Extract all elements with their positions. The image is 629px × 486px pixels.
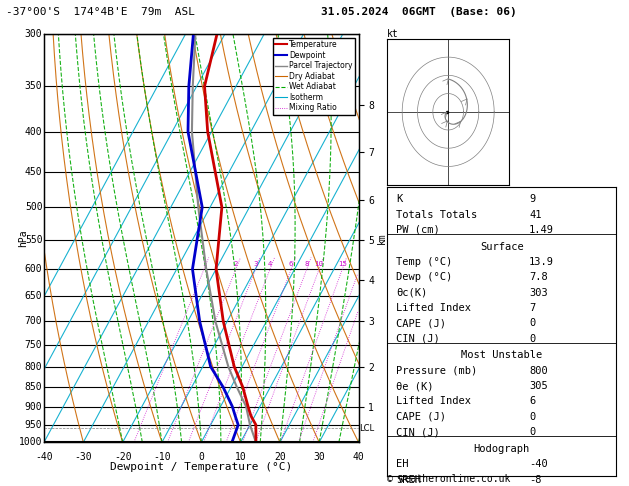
Text: -30: -30	[74, 452, 92, 463]
Text: Lifted Index: Lifted Index	[396, 397, 471, 406]
Text: 31.05.2024  06GMT  (Base: 06): 31.05.2024 06GMT (Base: 06)	[321, 7, 516, 17]
Text: hPa: hPa	[19, 229, 28, 247]
Text: Temp (°C): Temp (°C)	[396, 257, 452, 267]
Text: 6: 6	[529, 397, 535, 406]
Text: 303: 303	[529, 288, 548, 298]
Text: SREH: SREH	[396, 474, 421, 485]
Text: 6: 6	[289, 261, 294, 267]
Text: 4: 4	[268, 261, 272, 267]
Text: 950: 950	[25, 420, 43, 430]
Text: 2: 2	[234, 261, 238, 267]
Text: 9: 9	[529, 194, 535, 204]
Text: 800: 800	[25, 362, 43, 372]
Text: 400: 400	[25, 126, 43, 137]
Text: -40: -40	[35, 452, 53, 463]
Text: 750: 750	[25, 340, 43, 350]
Text: 900: 900	[25, 401, 43, 412]
Text: 650: 650	[25, 291, 43, 301]
Text: Most Unstable: Most Unstable	[461, 350, 542, 361]
Text: 0: 0	[529, 412, 535, 422]
Text: 550: 550	[25, 235, 43, 244]
Text: CIN (J): CIN (J)	[396, 334, 440, 344]
Text: 1: 1	[202, 261, 206, 267]
Text: 10: 10	[235, 452, 247, 463]
Text: 600: 600	[25, 264, 43, 274]
Text: 850: 850	[25, 382, 43, 392]
Text: 13.9: 13.9	[529, 257, 554, 267]
Text: 305: 305	[529, 381, 548, 391]
Text: Dewp (°C): Dewp (°C)	[396, 273, 452, 282]
Text: Surface: Surface	[480, 242, 523, 252]
Text: 20: 20	[274, 452, 286, 463]
Text: -40: -40	[529, 459, 548, 469]
Text: 0: 0	[529, 427, 535, 437]
Text: 700: 700	[25, 316, 43, 326]
Text: CAPE (J): CAPE (J)	[396, 318, 446, 329]
Text: 40: 40	[353, 452, 364, 463]
Text: 7.8: 7.8	[529, 273, 548, 282]
Text: 800: 800	[529, 366, 548, 376]
Text: 0: 0	[198, 452, 204, 463]
Text: 3: 3	[253, 261, 258, 267]
Text: 500: 500	[25, 202, 43, 212]
Text: 300: 300	[25, 29, 43, 39]
Text: Totals Totals: Totals Totals	[396, 209, 477, 220]
Text: 41: 41	[529, 209, 542, 220]
Text: CIN (J): CIN (J)	[396, 427, 440, 437]
Text: CAPE (J): CAPE (J)	[396, 412, 446, 422]
Text: Pressure (mb): Pressure (mb)	[396, 366, 477, 376]
Text: -10: -10	[153, 452, 171, 463]
Text: Lifted Index: Lifted Index	[396, 303, 471, 313]
Text: Mixing Ratio (g/kg): Mixing Ratio (g/kg)	[395, 198, 404, 278]
Text: 10: 10	[314, 261, 324, 267]
X-axis label: Dewpoint / Temperature (°C): Dewpoint / Temperature (°C)	[110, 462, 292, 472]
Text: 7: 7	[529, 303, 535, 313]
Text: kt: kt	[387, 29, 399, 39]
Text: 1.49: 1.49	[529, 225, 554, 235]
Text: 1000: 1000	[19, 437, 43, 447]
Text: 15: 15	[338, 261, 347, 267]
Text: 30: 30	[313, 452, 325, 463]
Text: θe (K): θe (K)	[396, 381, 433, 391]
Text: -8: -8	[529, 474, 542, 485]
Text: Hodograph: Hodograph	[474, 444, 530, 454]
Text: © weatheronline.co.uk: © weatheronline.co.uk	[387, 473, 510, 484]
Text: 350: 350	[25, 81, 43, 91]
Text: 0: 0	[529, 318, 535, 329]
Text: -20: -20	[114, 452, 131, 463]
Text: θc(K): θc(K)	[396, 288, 427, 298]
Text: 0: 0	[529, 334, 535, 344]
Text: LCL: LCL	[359, 424, 374, 433]
Text: EH: EH	[396, 459, 408, 469]
Text: -37°00'S  174°4B'E  79m  ASL: -37°00'S 174°4B'E 79m ASL	[6, 7, 195, 17]
Legend: Temperature, Dewpoint, Parcel Trajectory, Dry Adiabat, Wet Adiabat, Isotherm, Mi: Temperature, Dewpoint, Parcel Trajectory…	[273, 38, 355, 115]
Text: 8: 8	[304, 261, 309, 267]
Text: K: K	[396, 194, 403, 204]
Text: 450: 450	[25, 167, 43, 176]
Y-axis label: km
ASL: km ASL	[377, 229, 399, 247]
Text: PW (cm): PW (cm)	[396, 225, 440, 235]
